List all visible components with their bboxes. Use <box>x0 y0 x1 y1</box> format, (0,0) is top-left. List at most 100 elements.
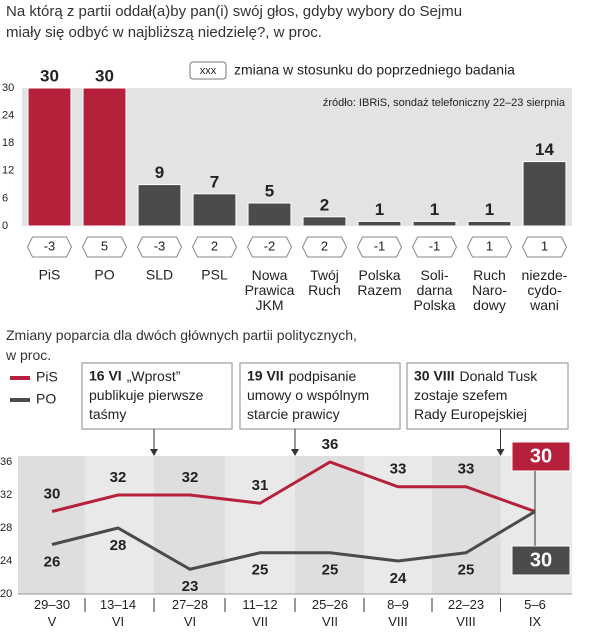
x-tick-label: PSL <box>201 267 228 283</box>
y-tick-label: 24 <box>2 110 14 122</box>
annotation-arrowhead <box>496 449 505 456</box>
annotation-box <box>406 362 569 430</box>
x-tick-label: PO <box>94 267 114 283</box>
x-tick-label: 27–28 VI <box>172 597 208 629</box>
value-label: 25 <box>252 562 269 579</box>
value-label: 30 <box>44 485 61 502</box>
change-box <box>246 236 293 258</box>
y-tick-label: 32 <box>0 489 12 501</box>
value-label: 1 <box>375 200 384 219</box>
x-tick-label: 8–9 VIII <box>387 597 409 629</box>
change-label: 2 <box>211 238 218 253</box>
x-tick-label: Polska Razem <box>357 267 401 298</box>
value-label: 1 <box>430 200 439 219</box>
value-label: 30 <box>95 66 114 85</box>
x-tick-label: Twój Ruch <box>308 267 341 298</box>
end-value-box <box>511 441 571 472</box>
change-label: 1 <box>541 238 548 253</box>
change-label: -1 <box>374 238 386 253</box>
x-tick-label: Soli-darna Polska <box>413 267 455 313</box>
plot-band <box>225 456 295 594</box>
value-label: 26 <box>44 553 61 570</box>
change-box <box>521 236 568 258</box>
bar <box>412 220 457 227</box>
legend-label: PO <box>36 391 56 407</box>
x-tick-label: Nowa Prawica JKM <box>245 267 295 313</box>
annotation-date: 16 VI <box>89 368 122 384</box>
change-label: -1 <box>429 238 441 253</box>
legend-text: zmiana w stosunku do poprzedniego badani… <box>234 62 515 78</box>
x-tick-label: PiS <box>39 267 61 283</box>
annotation-arrowhead <box>150 449 158 456</box>
value-label: 36 <box>322 436 339 453</box>
bar <box>467 220 512 227</box>
y-tick-label: 24 <box>0 555 12 567</box>
value-label: 32 <box>110 469 127 486</box>
value-label: 23 <box>182 578 199 595</box>
value-label: 33 <box>390 461 407 478</box>
value-label: 31 <box>252 477 269 494</box>
plot-band <box>18 456 85 594</box>
bar <box>137 184 182 227</box>
y-tick-label: 6 <box>2 192 8 204</box>
legend-box-label: xxx <box>200 65 217 77</box>
value-label: 1 <box>485 200 494 219</box>
value-label: 24 <box>390 570 407 587</box>
bar <box>247 202 292 227</box>
change-label: 1 <box>486 238 493 253</box>
change-box <box>136 236 183 258</box>
plot-band <box>154 456 225 594</box>
annotation-date: 19 VII <box>247 368 284 384</box>
value-label: 30 <box>40 66 59 85</box>
x-tick-label: niezde-cydo-wani <box>522 267 568 313</box>
x-tick-label: 5–6 IX <box>524 597 546 629</box>
x-tick-label: 13–14 VI <box>100 597 136 629</box>
annotation-date: 30 VIII <box>414 368 454 384</box>
annotation-box <box>81 362 233 430</box>
x-tick-label: 11–12 VII <box>242 597 277 629</box>
plot-band <box>295 456 364 594</box>
x-tick-label: Ruch Naro-dowy <box>472 267 507 313</box>
y-tick-label: 18 <box>2 137 14 149</box>
x-tick-label: SLD <box>146 267 173 283</box>
x-tick-label: 22–23 VIII <box>448 597 484 629</box>
change-box <box>191 236 238 258</box>
annotation-text: Donald Tusk zostaje szefem Rady Europejski… <box>414 368 538 422</box>
bar <box>522 161 567 227</box>
value-label: 9 <box>155 163 164 182</box>
annotation-arrowhead <box>291 449 299 456</box>
y-tick-label: 36 <box>0 456 12 468</box>
y-tick-label: 12 <box>2 165 14 177</box>
legend-box <box>189 61 227 80</box>
bar <box>302 216 347 227</box>
change-box <box>466 236 513 258</box>
change-box <box>26 236 73 258</box>
value-label: 7 <box>210 172 219 191</box>
plot-band <box>85 456 154 594</box>
change-label: -2 <box>264 238 276 253</box>
value-label: 32 <box>182 469 199 486</box>
change-box <box>81 236 128 258</box>
source: źródło: IBRiS, sondaż telefoniczny 22–23… <box>323 97 566 109</box>
bar <box>27 87 72 227</box>
bar <box>82 87 127 227</box>
value-label: 25 <box>322 562 339 579</box>
bar <box>357 220 402 227</box>
end-value-label: 30 <box>530 549 552 571</box>
value-label: 14 <box>535 140 554 159</box>
bar <box>192 193 237 227</box>
value-label: 2 <box>320 195 329 214</box>
line <box>51 460 536 513</box>
change-label: -3 <box>44 238 56 253</box>
plot-band <box>432 456 501 594</box>
value-label: 5 <box>265 181 274 200</box>
value-label: 33 <box>458 461 475 478</box>
x-tick-label: 25–26 VII <box>312 597 348 629</box>
y-tick-label: 30 <box>2 82 14 94</box>
annotation-box <box>239 362 401 430</box>
change-box <box>301 236 348 258</box>
value-label: 25 <box>458 562 475 579</box>
value-label: 28 <box>110 537 127 554</box>
change-label: 5 <box>101 238 108 253</box>
